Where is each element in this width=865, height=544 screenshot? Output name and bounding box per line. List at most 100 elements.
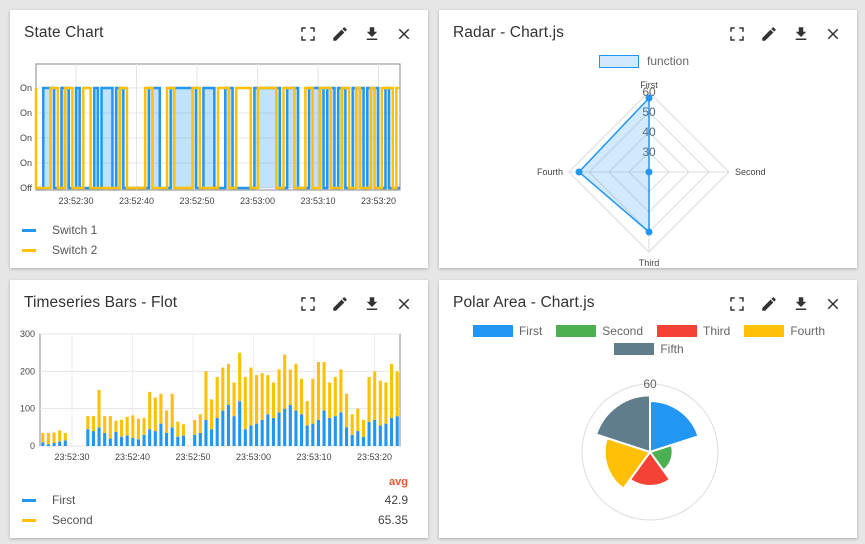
state-chart-card: State Chart On On On On Off 23:52:30 23:52:40 2… [10, 10, 428, 268]
legend-item-second[interactable]: Second [22, 513, 93, 527]
edit-button[interactable] [759, 24, 779, 44]
bar-second [103, 416, 107, 433]
y-tick-label: On [20, 158, 32, 168]
fullscreen-icon [730, 297, 744, 311]
legend-item-second[interactable]: Second [556, 324, 643, 338]
bar-first [148, 429, 152, 446]
bar-first [103, 432, 107, 446]
radar-axis-label: Third [639, 258, 660, 268]
bar-second [339, 369, 343, 413]
bar-first [367, 421, 371, 446]
bar-first [46, 444, 50, 446]
bar-second [249, 367, 253, 426]
bar-first [120, 436, 124, 446]
radar-axis-label: Second [735, 167, 766, 177]
polar-grid-ring [581, 383, 719, 521]
bar-first [125, 435, 129, 446]
bar-first [361, 436, 365, 446]
legend-swatch [472, 325, 513, 337]
bar-second [322, 362, 326, 411]
radar-legend-item[interactable]: function [599, 54, 689, 68]
bar-first [198, 432, 202, 446]
legend-swatch [22, 248, 36, 252]
bar-second [181, 424, 185, 436]
bar-second [238, 352, 242, 402]
bar-second [367, 376, 371, 422]
fullscreen-button[interactable] [727, 294, 747, 314]
bar-second [215, 376, 219, 418]
edit-button[interactable] [330, 24, 350, 44]
bar-first [311, 423, 315, 446]
bar-first [300, 414, 304, 446]
bar-first [333, 416, 337, 446]
x-tick-label: 23:52:30 [54, 452, 89, 462]
bar-second [288, 369, 292, 405]
legend-swatch [657, 325, 697, 337]
bar-second [114, 420, 118, 432]
legend-item-first[interactable]: First [22, 493, 75, 507]
close-icon [398, 28, 410, 40]
close-icon [827, 298, 839, 310]
bar-first [305, 425, 309, 446]
x-tick-label: 23:53:20 [361, 196, 396, 206]
bar-second [350, 414, 354, 435]
legend-swatch [22, 228, 36, 232]
bar-first [52, 443, 56, 446]
legend-item-switch2[interactable]: Switch 2 [22, 243, 97, 257]
radar-point [645, 168, 653, 176]
bar-second [97, 390, 101, 428]
close-button[interactable] [394, 24, 414, 44]
bar-first [294, 410, 298, 446]
legend-swatch [614, 343, 655, 355]
bar-first [114, 431, 118, 446]
bar-second [131, 415, 135, 438]
legend-avg-value: 42.9 [384, 493, 408, 507]
bar-first [384, 423, 388, 446]
polar-slice-fifth [594, 394, 651, 454]
bar-first [221, 410, 225, 446]
legend-swatch [599, 54, 639, 68]
radar-point [645, 228, 653, 236]
polar-chart-card: Polar Area - Chart.js First Second Third… [439, 280, 857, 538]
edit-icon [762, 27, 776, 41]
close-button[interactable] [394, 294, 414, 314]
edit-button[interactable] [759, 294, 779, 314]
fullscreen-button[interactable] [298, 294, 318, 314]
legend-item-switch1[interactable]: Switch 1 [22, 223, 97, 237]
bar-first [232, 416, 236, 446]
fullscreen-button[interactable] [727, 24, 747, 44]
bar-first [266, 414, 270, 446]
download-button[interactable] [362, 24, 382, 44]
y-tick-label: Off [20, 183, 32, 193]
legend-label: First [518, 324, 543, 338]
download-button[interactable] [791, 24, 811, 44]
polar-chart: 60 [581, 377, 719, 521]
bar-second [316, 362, 320, 420]
close-button[interactable] [823, 24, 843, 44]
bar-first [193, 434, 197, 446]
radar-axis-label: First [640, 80, 658, 90]
polar-legend: First Second Third Fourth Fifth [459, 324, 839, 356]
edit-icon [762, 297, 776, 311]
legend-item-fifth[interactable]: Fifth [614, 342, 684, 356]
bar-second [395, 371, 399, 417]
bar-second [373, 371, 377, 420]
close-button[interactable] [823, 294, 843, 314]
download-icon [795, 297, 807, 310]
bar-first [373, 419, 377, 446]
fullscreen-button[interactable] [298, 24, 318, 44]
download-button[interactable] [362, 294, 382, 314]
legend-swatch [556, 325, 597, 337]
y-tick-label: 200 [20, 366, 35, 376]
legend-item-third[interactable]: Third [657, 324, 730, 338]
bar-second [91, 416, 95, 432]
edit-button[interactable] [330, 294, 350, 314]
y-tick-label: On [20, 108, 32, 118]
series-line-switch-2 [34, 86, 400, 190]
bar-second [384, 382, 388, 424]
bar-first [283, 408, 287, 446]
legend-item-fourth[interactable]: Fourth [744, 324, 825, 338]
bar-first [288, 404, 292, 446]
download-button[interactable] [791, 294, 811, 314]
legend-item-first[interactable]: First [472, 324, 543, 338]
